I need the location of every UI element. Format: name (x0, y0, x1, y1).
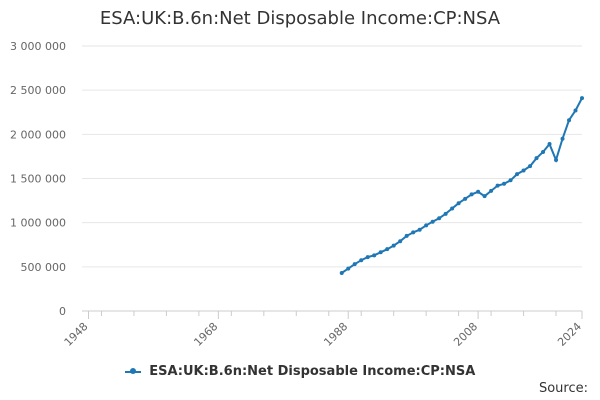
data-point (391, 243, 396, 248)
data-point (359, 258, 364, 263)
data-point (443, 211, 448, 216)
chart-title: ESA:UK:B.6n:Net Disposable Income:CP:NSA (99, 8, 501, 29)
source-label: Source: (538, 381, 588, 396)
data-point (521, 168, 526, 173)
y-tick-label: 2 000 000 (10, 128, 66, 141)
y-tick-label: 1 000 000 (10, 217, 66, 230)
data-point (515, 172, 520, 177)
data-point (456, 201, 461, 206)
data-point (534, 156, 539, 161)
data-point (339, 271, 344, 276)
y-tick-label: 3 000 000 (10, 40, 66, 53)
series-line (341, 97, 583, 274)
data-point (417, 227, 422, 232)
x-tick-label: 1948 (62, 320, 91, 349)
data-point (508, 178, 513, 183)
data-point (482, 194, 487, 199)
data-point (495, 183, 500, 188)
grid-layer (82, 45, 582, 268)
data-point (573, 108, 578, 113)
data-point (469, 192, 474, 197)
data-point (437, 216, 442, 221)
data-point (346, 266, 351, 271)
legend[interactable]: ESA:UK:B.6n:Net Disposable Income:CP:NSA (0, 364, 600, 379)
series-layer (339, 96, 584, 276)
data-point (372, 253, 377, 258)
data-point (424, 223, 429, 228)
x-tick-label: 2008 (451, 320, 480, 349)
data-point (567, 118, 572, 123)
axis-layer: 0 500 000 1 000 000 1 500 000 2 000 000 2 500… (10, 40, 584, 349)
data-point (476, 189, 481, 194)
data-point (489, 188, 494, 193)
legend-label: ESA:UK:B.6n:Net Disposable Income:CP:NSA (149, 364, 476, 379)
data-point (430, 219, 435, 224)
data-point (528, 164, 533, 169)
data-point (580, 96, 584, 101)
legend-swatch (124, 367, 141, 374)
data-point (365, 255, 370, 260)
data-point (398, 239, 403, 244)
data-point (352, 262, 357, 267)
data-point (463, 196, 468, 201)
data-point (560, 136, 565, 141)
data-point (541, 150, 546, 154)
y-tick-label: 500 000 (21, 261, 67, 274)
data-point (554, 157, 559, 162)
data-point (502, 181, 507, 186)
y-tick-label: 0 (59, 305, 66, 318)
data-point (385, 247, 390, 252)
y-tick-label: 2 500 000 (10, 84, 66, 97)
x-tick-label: 1968 (191, 320, 220, 349)
data-point (404, 233, 409, 238)
data-point (411, 230, 416, 235)
data-point (450, 206, 455, 211)
x-tick-label: 1988 (321, 320, 350, 349)
y-tick-label: 1 500 000 (10, 173, 66, 186)
data-point (547, 142, 552, 147)
x-tick-label: 2024 (555, 320, 584, 349)
data-point (378, 250, 383, 255)
